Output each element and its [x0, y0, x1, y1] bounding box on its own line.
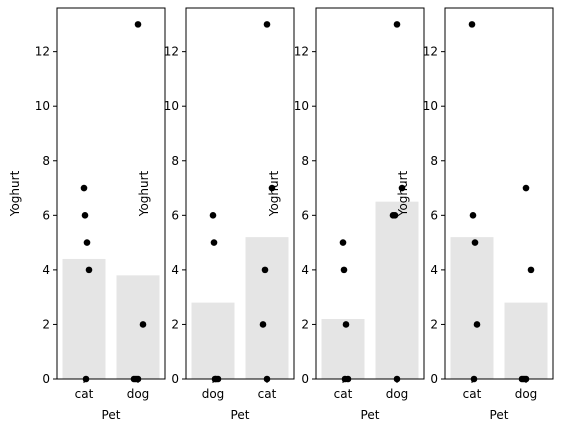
data-point	[85, 266, 93, 274]
y-axis-label: Yoghurt	[137, 170, 151, 217]
y-tick-label: 10	[423, 99, 438, 113]
data-point	[261, 266, 269, 274]
data-point	[471, 239, 479, 246]
axes-frame	[444, 7, 554, 380]
y-tick-label: 10	[294, 99, 309, 113]
bar-dog	[191, 302, 235, 379]
subplot-3: 0 2 4 6 8 10 12 cat dog Pet Yoghurt	[267, 7, 425, 422]
data-point	[389, 212, 397, 219]
y-axis-label: Yoghurt	[8, 170, 22, 217]
y-tick-label: 6	[301, 208, 309, 222]
data-point	[468, 21, 476, 28]
y-axis-label: Yoghurt	[396, 170, 410, 217]
y-tick-label: 12	[164, 45, 179, 59]
y-tick-label: 0	[430, 372, 438, 386]
data-point	[139, 321, 147, 328]
y-tick-label: 8	[430, 154, 438, 168]
y-tick-label: 12	[294, 45, 309, 59]
y-tick-label: 2	[42, 317, 50, 331]
data-point	[398, 184, 406, 192]
bar-dog	[116, 275, 160, 379]
data-point	[134, 21, 142, 28]
x-tick-label: cat	[334, 387, 353, 401]
data-point	[83, 239, 91, 246]
y-tick-label: 0	[42, 372, 50, 386]
y-tick-label: 8	[171, 154, 179, 168]
x-tick-label: dog	[515, 387, 538, 401]
y-tick-label: 4	[42, 263, 50, 277]
data-point	[263, 21, 271, 28]
y-tick-label: 6	[430, 208, 438, 222]
data-point	[259, 321, 267, 328]
y-tick-label: 8	[301, 154, 309, 168]
y-axis-label: Yoghurt	[267, 170, 281, 217]
x-tick-label: dog	[127, 387, 150, 401]
data-point	[469, 212, 477, 219]
subplot-4: 0 2 4 6 8 10 12 cat dog Pet Yoghurt	[396, 7, 554, 422]
data-point	[268, 184, 276, 192]
y-tick-label: 10	[164, 99, 179, 113]
y-tick-label: 6	[42, 208, 50, 222]
y-tick-label: 0	[171, 372, 179, 386]
y-tick-label: 4	[430, 263, 438, 277]
subplot-1: 0 2 4 6 8 10 12 cat dog Pet Yoghurt	[8, 7, 166, 422]
data-point	[522, 184, 530, 192]
data-point	[342, 321, 350, 328]
y-tick-label: 2	[430, 317, 438, 331]
bar-dog	[375, 201, 419, 379]
data-point	[393, 21, 401, 28]
x-tick-label: cat	[258, 387, 277, 401]
y-tick-label: 6	[171, 208, 179, 222]
x-tick-label: cat	[463, 387, 482, 401]
data-point	[527, 266, 535, 274]
y-tick-label: 2	[301, 317, 309, 331]
y-tick-label: 4	[301, 263, 309, 277]
y-tick-label: 12	[423, 45, 438, 59]
y-tick-label: 12	[35, 45, 50, 59]
subplot-2: 0 2 4 6 8 10 12 dog cat Pet Yoghurt	[137, 7, 295, 422]
x-axis-label: Pet	[361, 408, 380, 422]
x-tick-label: dog	[202, 387, 225, 401]
bar-cat	[245, 237, 289, 379]
axes-frame	[56, 7, 166, 380]
bar-cat	[321, 318, 365, 379]
y-tick-label: 10	[35, 99, 50, 113]
x-axis-label: Pet	[231, 408, 250, 422]
data-point	[339, 239, 347, 246]
y-tick-label: 8	[42, 154, 50, 168]
data-point	[209, 212, 217, 219]
y-tick-label: 2	[171, 317, 179, 331]
data-point	[340, 266, 348, 274]
x-axis-label: Pet	[102, 408, 121, 422]
x-tick-label: cat	[75, 387, 94, 401]
data-point	[473, 321, 481, 328]
bar-cat	[450, 237, 494, 379]
x-tick-label: dog	[386, 387, 409, 401]
data-point	[80, 184, 88, 192]
bar-dog	[504, 302, 548, 379]
bar-cat	[62, 258, 106, 379]
y-tick-label: 0	[301, 372, 309, 386]
axes-frame	[315, 7, 425, 380]
data-point	[210, 239, 218, 246]
x-axis-label: Pet	[490, 408, 509, 422]
y-tick-label: 4	[171, 263, 179, 277]
axes-frame	[185, 7, 295, 380]
data-point	[81, 212, 89, 219]
